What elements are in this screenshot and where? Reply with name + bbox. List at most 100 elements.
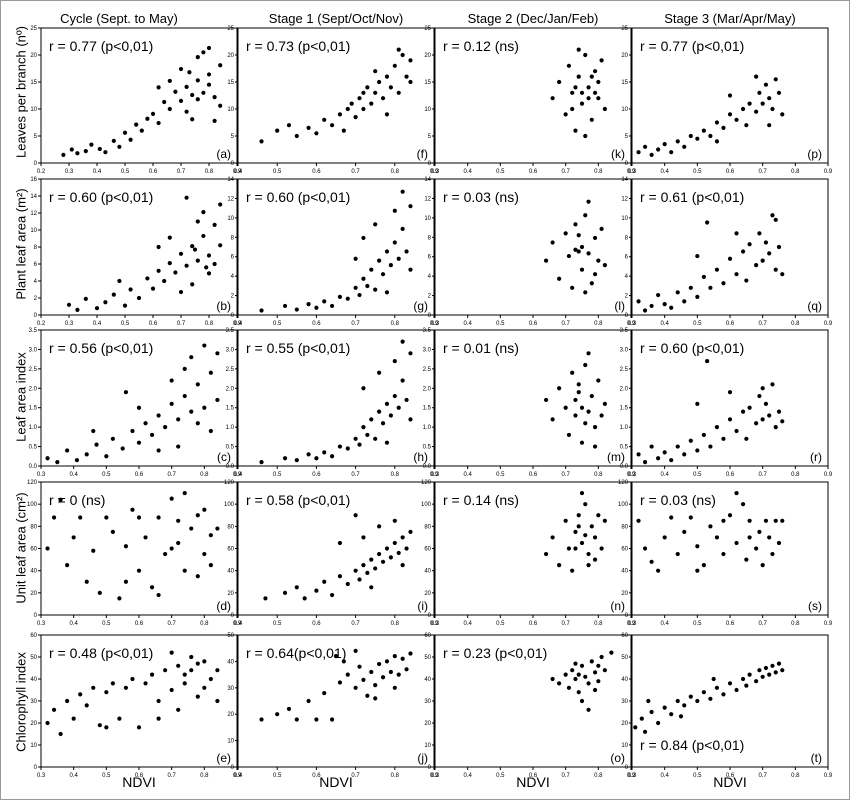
data-point	[122, 130, 128, 135]
y-tick-label: 6	[231, 255, 235, 261]
data-point	[570, 370, 575, 375]
data-point	[122, 303, 128, 308]
x-tick-label: 0.8	[391, 621, 400, 627]
data-point	[688, 285, 693, 290]
y-tick-label: 14	[30, 194, 37, 200]
data-point	[361, 90, 366, 95]
data-point	[767, 413, 772, 418]
data-point	[688, 133, 693, 139]
data-point	[145, 276, 150, 281]
data-point	[408, 79, 413, 85]
x-tick-label: 0.7	[758, 321, 767, 327]
data-point	[773, 267, 778, 272]
data-point	[714, 120, 720, 125]
y-tick-label: 120	[421, 480, 432, 486]
x-tick-label: 0.6	[312, 472, 321, 478]
data-point	[388, 263, 393, 268]
data-point	[669, 150, 674, 155]
data-point	[682, 703, 687, 708]
data-point	[400, 535, 405, 540]
data-point	[754, 421, 759, 426]
correlation-annotation: r = 0.14 (ns)	[443, 492, 519, 508]
x-tick-label: 0.9	[233, 773, 242, 779]
y-tick-label: 2.0	[29, 386, 38, 392]
data-point	[329, 303, 335, 309]
y-tick-label: 10	[621, 743, 628, 749]
data-point	[642, 460, 648, 465]
data-point	[583, 674, 588, 679]
data-point	[744, 683, 749, 688]
data-point	[780, 668, 785, 673]
data-point	[669, 305, 674, 310]
x-tick-label: 0.3	[431, 169, 440, 175]
data-point	[740, 249, 746, 254]
data-point	[384, 249, 390, 254]
data-point	[206, 82, 212, 87]
data-point	[184, 84, 189, 89]
data-point	[192, 247, 198, 252]
x-tick-label: 0.4	[463, 169, 472, 175]
panel-letter: (m)	[607, 450, 625, 464]
data-point	[400, 339, 405, 344]
x-tick-label: 0.8	[391, 321, 400, 327]
data-point	[306, 698, 311, 704]
data-point	[169, 496, 174, 501]
y-tick-label: 50	[621, 655, 628, 661]
x-tick-label: 0.9	[233, 621, 242, 627]
data-point	[579, 405, 585, 410]
y-tick-label: 0	[625, 161, 629, 167]
data-point	[599, 546, 604, 551]
data-point	[384, 546, 390, 551]
data-point	[156, 244, 161, 250]
data-point	[373, 696, 378, 701]
x-tick-label: 0.3	[65, 321, 74, 327]
data-point	[353, 648, 358, 653]
data-point	[178, 98, 184, 103]
data-point	[169, 378, 174, 383]
data-point	[104, 690, 109, 695]
y-tick-label: 40	[30, 569, 37, 575]
data-point	[543, 397, 549, 403]
data-point	[727, 513, 733, 518]
column-title-stage3: Stage 3 (Mar/Apr/May)	[664, 11, 796, 26]
data-point	[369, 585, 374, 590]
x-tick-label: 0.7	[351, 621, 360, 627]
data-point	[780, 419, 785, 424]
y-tick-label: 5	[231, 134, 235, 140]
data-point	[711, 676, 716, 682]
data-point	[669, 515, 674, 520]
data-point	[215, 668, 220, 673]
panel-letter: (l)	[614, 299, 625, 313]
data-point	[408, 351, 413, 356]
data-point	[714, 267, 720, 272]
x-tick-label: 0.4	[660, 169, 669, 175]
x-tick-label: 0.4	[234, 472, 243, 478]
y-tick-label: 3.0	[29, 347, 38, 353]
x-tick-label: 0.8	[594, 472, 603, 478]
y-tick-label: 1.0	[620, 425, 629, 431]
data-point	[557, 79, 562, 85]
data-point	[156, 716, 161, 721]
data-point	[178, 251, 184, 256]
data-point	[579, 267, 585, 272]
data-point	[392, 358, 397, 364]
x-tick-label: 0.6	[726, 621, 735, 627]
correlation-annotation: r = 0.23 (p<0,01)	[443, 645, 547, 661]
x-tick-label: 0.7	[177, 169, 186, 175]
data-point	[678, 714, 684, 719]
data-point	[208, 370, 213, 375]
y-tick-label: 20	[30, 721, 37, 727]
y-tick-label: 3.5	[423, 328, 432, 334]
panel-frame	[237, 178, 435, 316]
data-point	[566, 546, 572, 551]
data-point	[189, 668, 194, 673]
data-point	[169, 687, 174, 693]
data-point	[110, 681, 115, 686]
data-point	[721, 551, 726, 557]
data-point	[396, 550, 401, 556]
data-point	[353, 285, 358, 290]
data-point	[767, 672, 772, 677]
data-point	[780, 272, 785, 277]
y-tick-label: 10	[30, 743, 37, 749]
